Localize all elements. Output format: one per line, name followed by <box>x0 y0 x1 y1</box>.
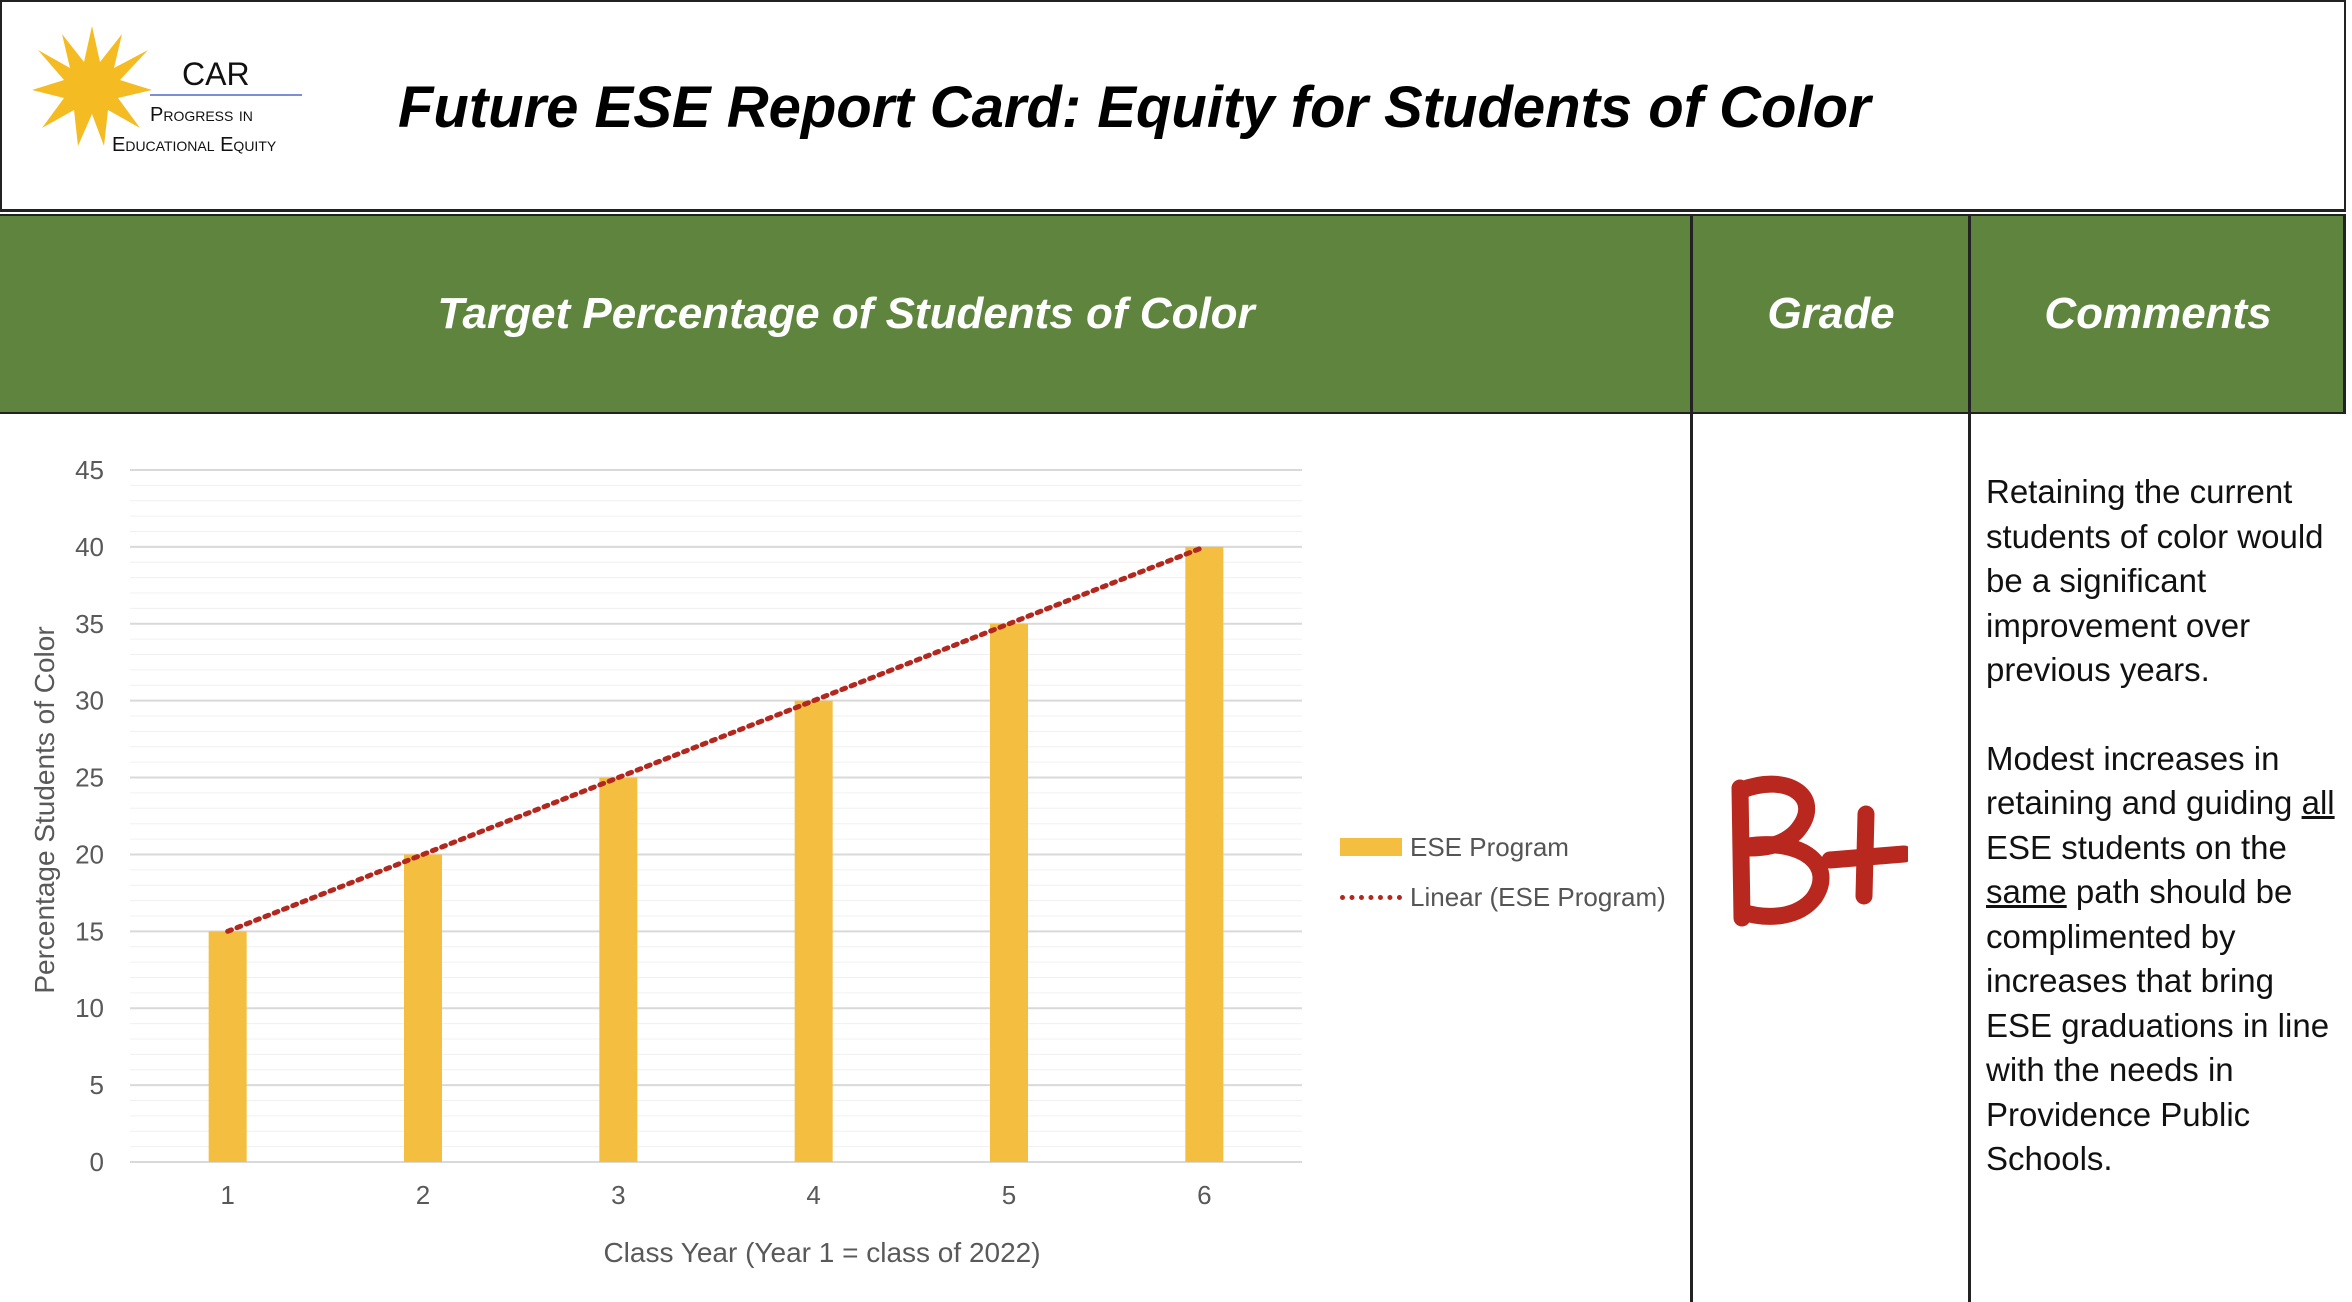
column-header-comments: Comments <box>2044 289 2272 338</box>
bar <box>208 931 247 1162</box>
y-tick-label: 0 <box>90 1147 104 1177</box>
underlined-same: same <box>1986 873 2067 910</box>
logo-car-text: CAR <box>182 56 250 92</box>
grade-letter: B+ <box>1731 775 1908 927</box>
y-tick-label: 45 <box>75 455 104 485</box>
column-header-row: Target Percentage of Students of Color G… <box>0 214 2346 414</box>
bar <box>404 854 442 1162</box>
logo-line-1: Progress in <box>150 104 253 126</box>
comments-paragraph-1: Retaining the current students of color … <box>1986 473 2324 688</box>
chart-legend: ESE Program Linear (ESE Program) <box>1340 822 1666 922</box>
column-header-grade: Grade <box>1767 289 1895 338</box>
trendline <box>225 544 1207 934</box>
table-right-border <box>2343 214 2346 414</box>
y-tick-label: 5 <box>90 1070 104 1100</box>
column-header-target: Target Percentage of Students of Color <box>437 289 1255 338</box>
y-tick-label: 10 <box>75 993 104 1023</box>
page-title: Future ESE Report Card: Equity for Stude… <box>398 75 1871 140</box>
legend-trend-swatch <box>1340 894 1402 900</box>
y-tick-label: 30 <box>75 686 104 716</box>
car-logo: CAR Progress in Educational Equity <box>30 24 310 164</box>
chart-y-ticks: 0 5 10 15 20 25 30 35 40 45 <box>75 455 104 1177</box>
x-axis-label: Class Year (Year 1 = class of 2022) <box>603 1237 1040 1268</box>
y-tick-label: 15 <box>75 916 104 946</box>
bar <box>794 700 833 1162</box>
chart-gridlines <box>130 469 1302 1163</box>
x-tick-label: 5 <box>1002 1180 1016 1210</box>
legend-bar-swatch <box>1340 838 1402 856</box>
x-tick-label: 2 <box>416 1180 430 1210</box>
underlined-all: all <box>2301 784 2335 821</box>
logo-rule <box>150 94 302 96</box>
bar <box>599 777 638 1162</box>
chart-x-ticks: 1 2 3 4 5 6 <box>220 1180 1211 1210</box>
comments-paragraph-2: Modest increases in retaining and guidin… <box>1986 739 2335 1178</box>
legend-item-trend: Linear (ESE Program) <box>1340 872 1666 922</box>
bar <box>990 623 1028 1162</box>
legend-trend-label: Linear (ESE Program) <box>1410 881 1666 912</box>
legend-item-bars: ESE Program <box>1340 822 1666 872</box>
bar <box>1185 546 1224 1162</box>
x-tick-label: 3 <box>611 1180 625 1210</box>
y-tick-label: 20 <box>75 839 104 869</box>
legend-bar-label: ESE Program <box>1410 831 1569 862</box>
y-tick-label: 35 <box>75 609 104 639</box>
column-divider-2 <box>1968 214 1971 1302</box>
chart-trendline <box>225 544 1207 934</box>
sun-icon <box>32 26 152 146</box>
x-tick-label: 1 <box>220 1180 234 1210</box>
y-tick-label: 25 <box>75 763 104 793</box>
report-header: CAR Progress in Educational Equity Futur… <box>0 0 2346 212</box>
x-tick-label: 6 <box>1197 1180 1211 1210</box>
y-tick-label: 40 <box>75 532 104 562</box>
column-divider-1 <box>1690 214 1693 1302</box>
chart-bars <box>208 546 1224 1162</box>
comments-text: Retaining the current students of color … <box>1986 470 2336 1226</box>
logo-line-2: Educational Equity <box>112 134 277 156</box>
y-axis-label: Percentage Students of Color <box>29 626 60 993</box>
x-tick-label: 4 <box>806 1180 820 1210</box>
